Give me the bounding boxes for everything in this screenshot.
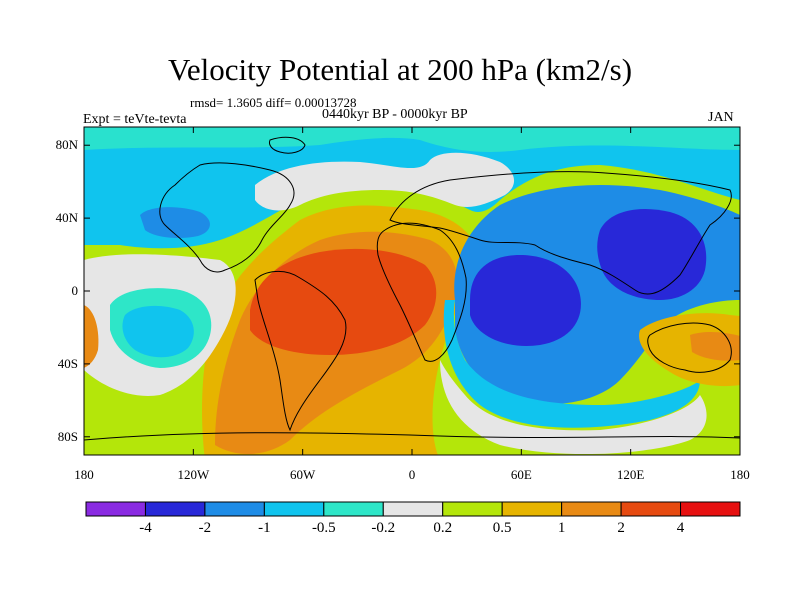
south-america-outline: [254, 271, 347, 432]
lat-label: 80S: [57, 428, 78, 444]
colorbar-label: 2: [617, 520, 625, 536]
lon-label: 0: [408, 467, 416, 482]
lon-label: 120W: [177, 467, 210, 482]
lon-label: 60E: [510, 467, 532, 482]
field-arctic-band: [84, 127, 740, 152]
field-west-edge-positive: [84, 305, 99, 368]
colorbar-swatch: [382, 501, 444, 517]
colorbar-swatch: [501, 501, 563, 517]
lat-label: 40N: [55, 210, 78, 226]
lon-label: 180: [74, 467, 94, 482]
colorbar-label: -0.2: [371, 520, 396, 536]
contour-field: [84, 127, 740, 455]
africa-outline: [376, 222, 467, 362]
colorbar-swatch: [561, 501, 622, 517]
colorbar-swatch: [323, 501, 384, 517]
field-southern-neutral: [440, 360, 707, 455]
colorbar-label: -2: [198, 520, 212, 536]
colorbar-label: -1: [258, 520, 271, 536]
field-australia-positive: [639, 313, 740, 387]
lat-label: 80N: [55, 137, 78, 153]
colorbar: [85, 501, 741, 517]
lon-label: 120E: [616, 467, 645, 482]
field-negative-margin: [443, 300, 700, 428]
field-negative-core-africa: [470, 255, 581, 346]
colorbar-swatch: [442, 501, 503, 517]
antarctica-outline: [84, 432, 740, 441]
colorbar-label: 0.2: [433, 520, 453, 536]
colorbar-swatch: [144, 501, 206, 517]
north-america-outline: [159, 162, 295, 273]
lat-label: 0: [71, 283, 79, 298]
lon-label: 180: [730, 467, 750, 482]
colorbar-swatch: [620, 501, 682, 517]
field-northern-band: [84, 127, 740, 249]
colorbar-swatch: [263, 501, 325, 517]
colorbar-label: 1: [557, 520, 566, 536]
map-title: Velocity Potential at 200 hPa (km2/s): [167, 52, 633, 87]
month-label: JAN: [708, 110, 734, 125]
colorbar-swatch: [204, 501, 265, 517]
lat-label: 40S: [57, 355, 78, 371]
colorbar-label: 4: [676, 520, 685, 536]
field-north-pacific-negative: [140, 207, 210, 238]
continent-outlines: [84, 136, 740, 441]
lon-label: 60W: [290, 467, 316, 482]
experiment-label: Expt = teVte-tevta: [83, 112, 187, 127]
australia-outline: [647, 322, 732, 373]
colorbar-swatch: [680, 501, 741, 517]
colorbar-swatch: [85, 501, 146, 517]
colorbar-label: 0.5: [492, 520, 512, 536]
eurasia-outline: [389, 171, 732, 295]
colorbar-label: -4: [139, 520, 152, 536]
axis-ticks: [83, 127, 741, 455]
field-pacific-negative-core: [122, 305, 194, 358]
period-label: 0440kyr BP - 0000kyr BP: [322, 107, 468, 122]
rmsd-diff-stats: rmsd= 1.3605 diff= 0.00013728: [190, 95, 357, 110]
greenland-outline: [269, 136, 306, 154]
field-atlantic-neutral: [255, 152, 515, 211]
field-negative-core-asia: [597, 209, 707, 300]
colorbar-label: -0.5: [311, 520, 336, 536]
